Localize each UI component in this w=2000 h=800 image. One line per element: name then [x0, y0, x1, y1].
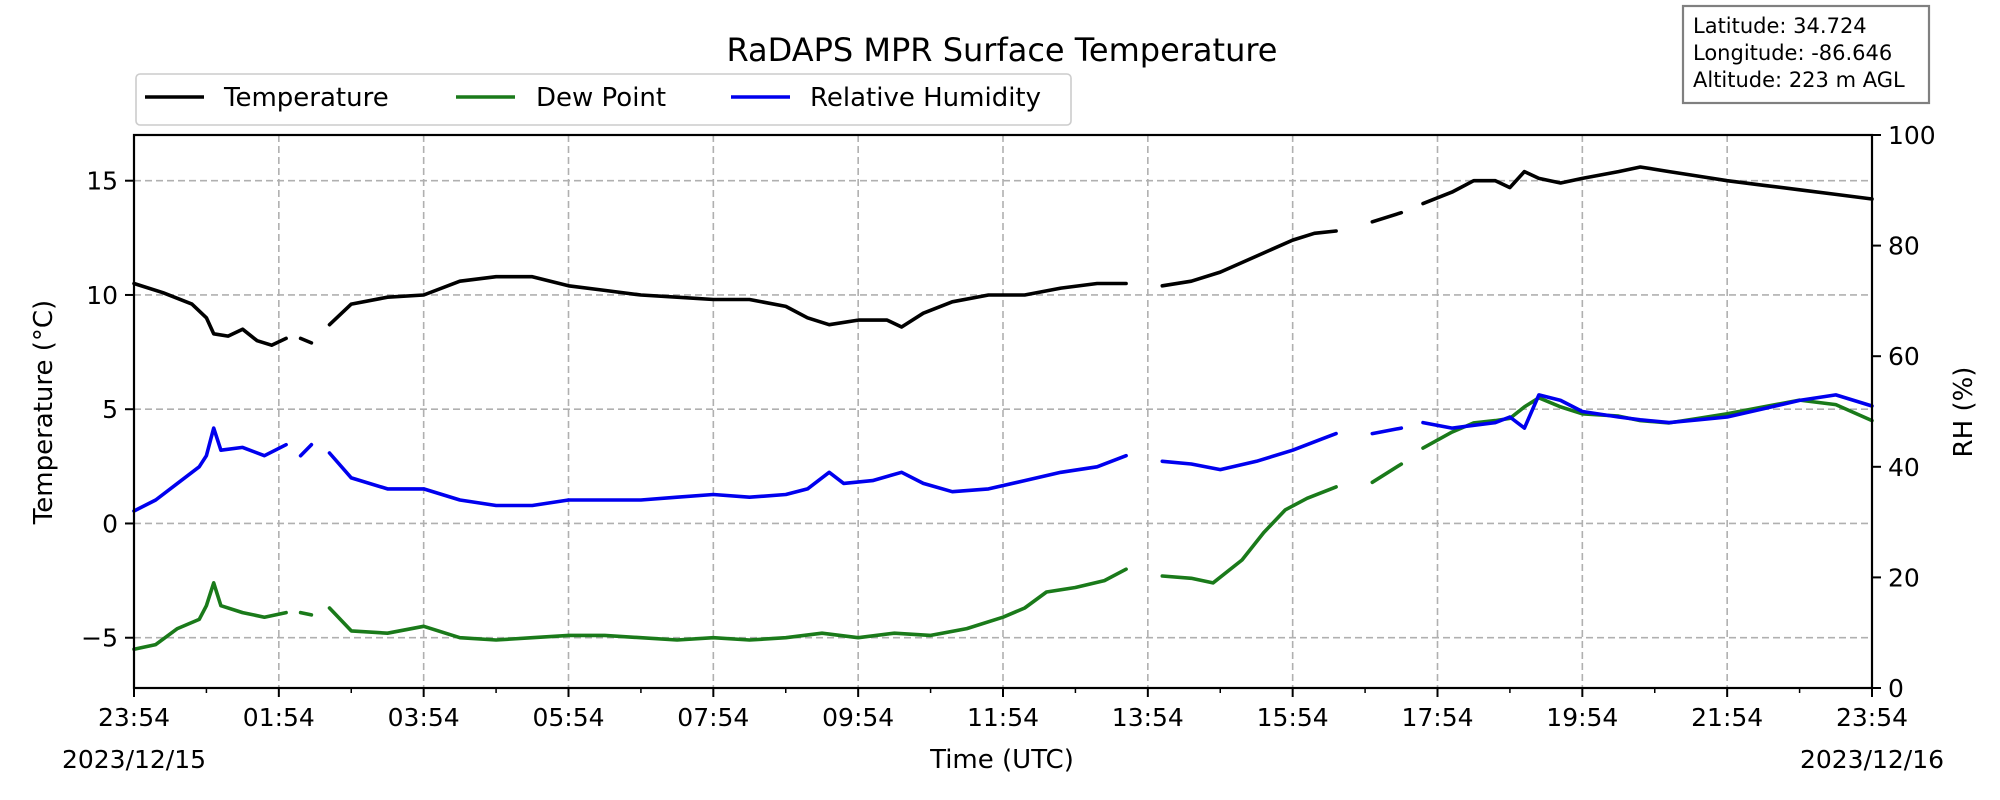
y-axis-title: Temperature (°C)	[29, 300, 59, 525]
info-box-frame	[1681, 4, 1931, 105]
legend-label-relative-humidity: Relative Humidity	[810, 83, 1041, 113]
x-tick-label: 13:54	[1112, 703, 1184, 732]
altitude-text: Altitude: 223 m AGL	[1693, 68, 1905, 92]
legend-item-relative-humidity: Relative Humidity	[731, 83, 1041, 113]
y2-tick-label: 100	[1888, 121, 1936, 150]
x-tick-label: 09:54	[822, 703, 894, 732]
x-tick-label: 19:54	[1546, 703, 1618, 732]
x-tick-label: 15:54	[1257, 703, 1329, 732]
longitude-text: Longitude: -86.646	[1693, 41, 1892, 65]
x-tick-label: 11:54	[967, 703, 1039, 732]
x-tick-label: 05:54	[532, 703, 604, 732]
legend-label-dew-point: Dew Point	[536, 83, 666, 113]
latitude-text: Latitude: 34.724	[1693, 14, 1867, 38]
start-date-label: 2023/12/15	[62, 745, 206, 774]
relative-humidity-line-segment	[1421, 393, 1874, 430]
axes: 23:54 01:54 03:54 05:54 07:54 09:54 11:54 13:54…	[81, 121, 1936, 732]
location-info-box: Latitude: 34.724 Longitude: -86.646 Alti…	[1681, 4, 1931, 105]
dew-point-line-segment	[327, 567, 1128, 642]
x-tick-label: 23:54	[98, 703, 170, 732]
relative-humidity-line-segment	[132, 426, 288, 513]
y-tick-label: 10	[86, 281, 118, 310]
chart-title: RaDAPS MPR Surface Temperature	[727, 31, 1278, 69]
end-date-label: 2023/12/16	[1800, 745, 1944, 774]
y2-axis-title: RH (%)	[1949, 367, 1979, 458]
temperature-line-segment	[327, 274, 1128, 329]
x-tick-label: 17:54	[1401, 703, 1473, 732]
relative-humidity-line-segment	[1160, 431, 1338, 472]
x-tick-label: 21:54	[1691, 703, 1763, 732]
y2-tick-label: 20	[1888, 563, 1920, 592]
y2-tick-label: 0	[1888, 674, 1904, 703]
dew-point-line-segment	[298, 610, 314, 617]
temperature-line-segment	[298, 336, 314, 345]
x-tick-label: 01:54	[243, 703, 315, 732]
legend-box	[135, 73, 1072, 126]
relative-humidity-line-segment	[298, 442, 314, 458]
plot-area	[132, 165, 1874, 652]
legend-item-dew-point: Dew Point	[456, 83, 666, 113]
dew-point-line-segment	[1160, 485, 1338, 585]
series-relative-humidity	[132, 393, 1874, 513]
legend-label-temperature: Temperature	[223, 83, 389, 113]
y-tick-label: 0	[102, 509, 118, 538]
x-axis-title: Time (UTC)	[929, 745, 1074, 775]
relative-humidity-line-segment	[1370, 426, 1404, 436]
temperature-line-segment	[1370, 210, 1404, 224]
x-tick-label: 03:54	[388, 703, 460, 732]
y-tick-label: 15	[86, 167, 118, 196]
temperature-line-segment	[1421, 165, 1874, 206]
x-tick-label: 23:54	[1836, 703, 1908, 732]
relative-humidity-line-segment	[327, 451, 1128, 508]
temperature-line-segment	[1160, 229, 1338, 288]
temperature-line-segment	[132, 281, 288, 348]
dew-point-line-segment	[1370, 462, 1404, 485]
legend: Temperature Dew Point Relative Humidity	[135, 73, 1072, 126]
x-tick-label: 07:54	[677, 703, 749, 732]
y2-tick-label: 40	[1888, 453, 1920, 482]
dew-point-line-segment	[132, 581, 288, 652]
y2-tick-label: 80	[1888, 232, 1920, 261]
y2-tick-label: 60	[1888, 342, 1920, 371]
series-temperature	[132, 165, 1874, 348]
y-tick-label: −5	[81, 624, 118, 653]
y-tick-label: 5	[102, 395, 118, 424]
legend-item-temperature: Temperature	[145, 83, 389, 113]
